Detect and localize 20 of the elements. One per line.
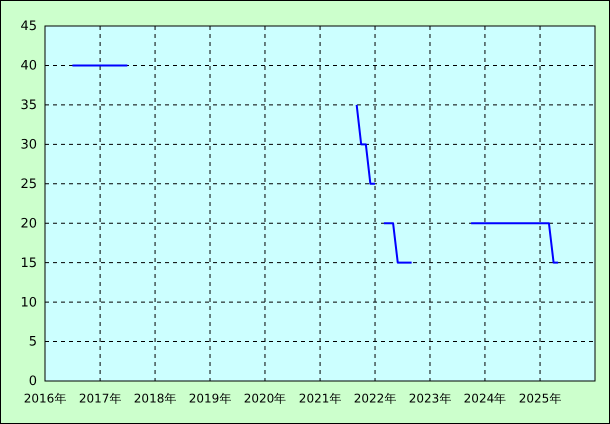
- y-tick-label: 40: [20, 58, 37, 74]
- y-tick-label: 15: [20, 256, 37, 271]
- y-tick-label: 10: [20, 295, 37, 310]
- x-tick-label: 2023年: [408, 392, 452, 406]
- y-tick-label: 35: [20, 98, 37, 114]
- y-tick-label: 0: [28, 374, 37, 390]
- x-tick-label: 2025年: [518, 392, 562, 406]
- y-tick-label: 30: [20, 137, 37, 152]
- y-tick-label: 25: [20, 176, 37, 192]
- y-tick-label: 5: [28, 334, 37, 350]
- y-tick-label: 20: [20, 216, 37, 232]
- y-tick-label: 45: [20, 19, 37, 34]
- x-tick-label: 2021年: [298, 392, 342, 406]
- x-tick-label: 2018年: [134, 392, 176, 406]
- x-tick-label: 2019年: [188, 392, 232, 406]
- x-tick-label: 2022年: [354, 392, 396, 406]
- x-tick-label: 2017年: [78, 392, 122, 406]
- x-tick-label: 2016年: [24, 392, 66, 406]
- x-tick-label: 2020年: [244, 392, 286, 406]
- x-tick-label: 2024年: [464, 392, 506, 406]
